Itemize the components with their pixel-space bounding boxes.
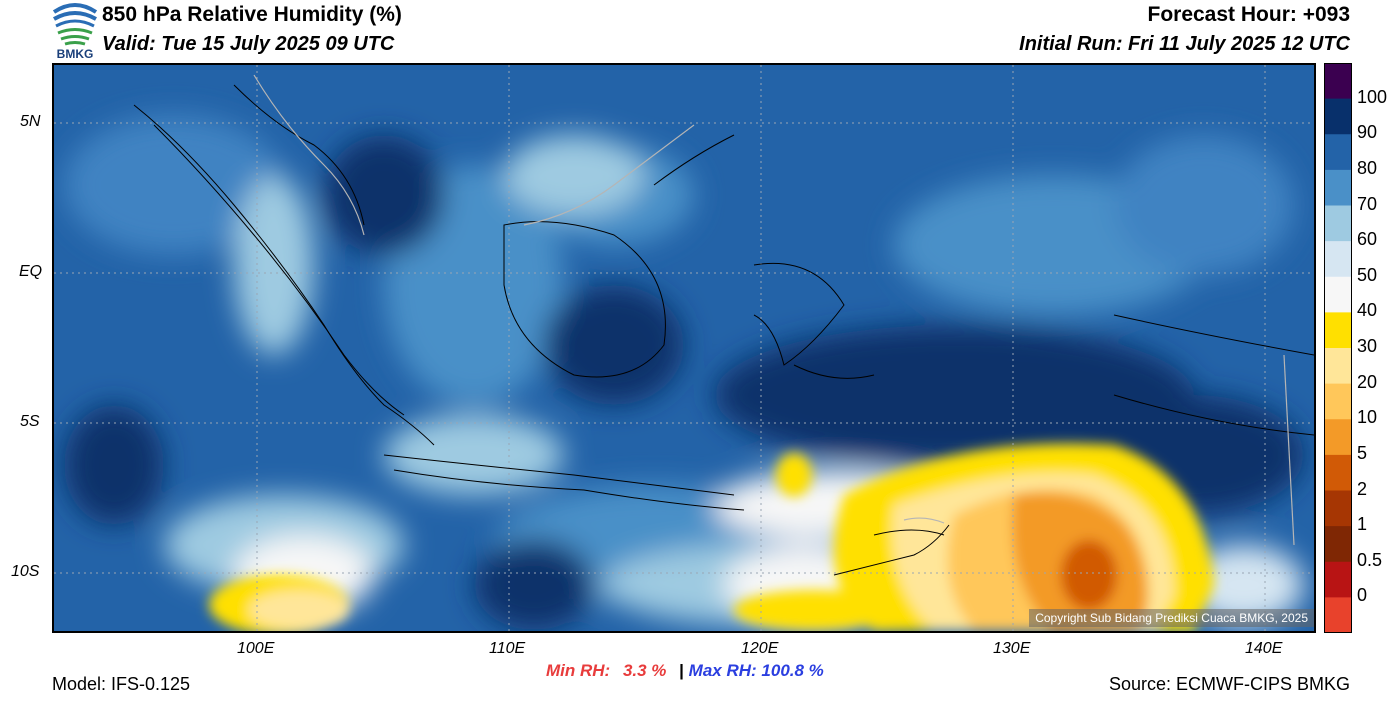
borders — [253, 74, 1295, 546]
colorbar-label: 0 — [1357, 585, 1368, 606]
colorbar-label: 70 — [1357, 193, 1378, 214]
lon-label-110e: 110E — [489, 640, 526, 657]
coastlines — [133, 84, 1314, 576]
stats-separator: | — [679, 661, 684, 680]
colorbar-swatch — [1324, 134, 1352, 171]
rh-dry-region — [209, 443, 1214, 631]
logo-text: BMKG — [57, 47, 94, 60]
colorbar-label: 50 — [1357, 264, 1378, 285]
colorbar-swatch — [1324, 419, 1352, 456]
colorbar-swatch — [1324, 241, 1352, 278]
colorbar-label: 1 — [1357, 514, 1368, 535]
colorbar-swatch — [1324, 597, 1352, 634]
colorbar-label: 2 — [1357, 478, 1368, 499]
map-title: 850 hPa Relative Humidity (%) — [102, 3, 402, 26]
graticule — [54, 65, 1314, 631]
colorbar-swatch — [1324, 276, 1352, 313]
lon-label-100e: 100E — [237, 640, 275, 657]
source-label: Source: ECMWF-CIPS BMKG — [1108, 674, 1350, 694]
colorbar-swatch — [1324, 454, 1352, 491]
min-rh-value: 3.3 % — [622, 661, 667, 680]
colorbar-label: 60 — [1357, 229, 1378, 250]
colorbar-label: 40 — [1357, 300, 1378, 321]
colorbar-swatch — [1324, 490, 1352, 527]
colorbar-label: 0.5 — [1357, 549, 1383, 570]
bmkg-logo: BMKG — [52, 2, 98, 61]
model-label: Model: IFS-0.125 — [52, 674, 191, 694]
lon-label-130e: 130E — [993, 640, 1031, 657]
colorbar-swatch — [1324, 526, 1352, 563]
colorbar-label: 10 — [1357, 407, 1378, 428]
forecast-hour: Forecast Hour: +093 — [1147, 3, 1351, 26]
colorbar-label: 100 — [1357, 86, 1388, 107]
colorbar-label: 5 — [1357, 442, 1368, 463]
lat-label-5s: 5S — [20, 413, 40, 430]
lat-label-10s: 10S — [11, 563, 40, 580]
colorbar-label: 30 — [1357, 336, 1378, 356]
initial-run: Initial Run: Fri 11 July 2025 12 UTC — [1019, 33, 1350, 55]
rh-field-contours — [64, 115, 1304, 630]
humidity-map — [52, 63, 1316, 633]
colorbar-label: 90 — [1357, 122, 1378, 143]
max-rh-value: 100.8 % — [761, 661, 824, 680]
copyright-notice: Copyright Sub Bidang Prediksi Cuaca BMKG… — [1029, 609, 1314, 627]
colorbar-swatch — [1324, 169, 1352, 206]
colorbar-label: 80 — [1357, 157, 1378, 178]
lon-label-140e: 140E — [1245, 640, 1283, 657]
colorbar-swatch — [1324, 63, 1352, 100]
colorbar-swatch — [1324, 98, 1352, 135]
max-rh-label: Max RH: — [688, 661, 757, 680]
colorbar-label: 20 — [1357, 371, 1378, 392]
rh-stats: Min RH: 3.3 % | Max RH: 100.8 % — [546, 661, 824, 681]
colorbar-swatch — [1324, 561, 1352, 598]
lat-label-5n: 5N — [20, 113, 41, 130]
colorbar-swatch — [1324, 312, 1352, 349]
lat-label-eq: EQ — [19, 263, 43, 280]
min-rh-label: Min RH: — [546, 661, 611, 680]
colorbar-swatch — [1324, 348, 1352, 385]
valid-time: Valid: Tue 15 July 2025 09 UTC — [102, 33, 395, 55]
colorbar — [1324, 63, 1352, 634]
colorbar-swatch — [1324, 383, 1352, 420]
lon-label-120e: 120E — [741, 640, 779, 657]
colorbar-swatch — [1324, 205, 1352, 242]
